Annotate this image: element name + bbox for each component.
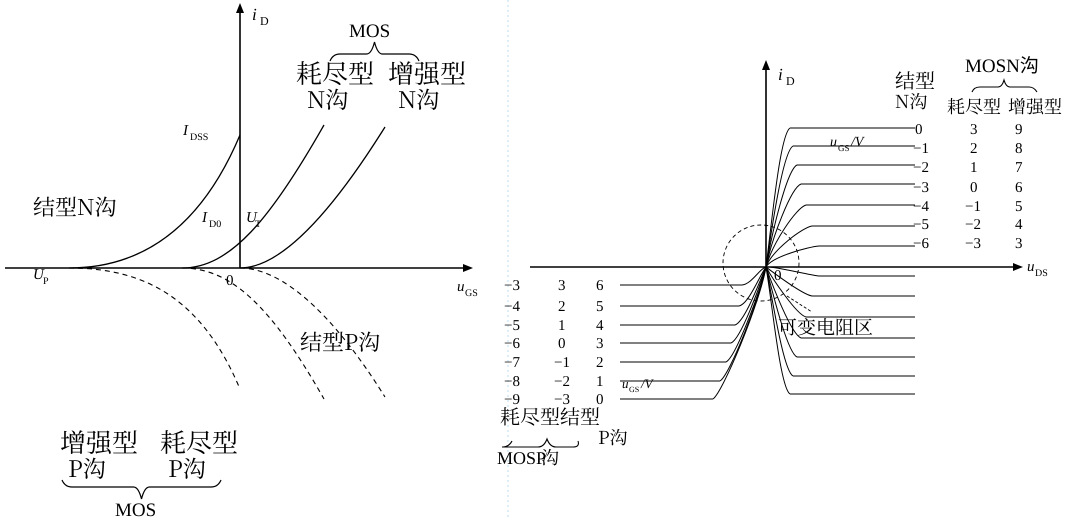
svg-text:7: 7 xyxy=(1015,160,1023,176)
svg-text:0: 0 xyxy=(970,180,978,196)
svg-text:1: 1 xyxy=(596,374,604,390)
svg-text:I: I xyxy=(182,123,189,139)
svg-text:3: 3 xyxy=(1015,236,1023,252)
svg-text:0: 0 xyxy=(915,122,923,138)
svg-text:8: 8 xyxy=(1015,141,1023,157)
svg-text:P沟: P沟 xyxy=(598,424,628,450)
svg-text:−3: −3 xyxy=(913,180,929,196)
svg-text:增强型: 增强型 xyxy=(1008,93,1062,119)
svg-text:u: u xyxy=(457,279,465,295)
svg-text:/V: /V xyxy=(640,376,655,391)
svg-text:−5: −5 xyxy=(913,217,929,233)
svg-text:3: 3 xyxy=(596,336,604,352)
svg-text:沟: 沟 xyxy=(541,444,559,470)
svg-text:DSS: DSS xyxy=(190,132,208,143)
svg-text:u: u xyxy=(622,376,629,391)
svg-text:N沟: N沟 xyxy=(398,82,439,115)
svg-text:1: 1 xyxy=(970,160,978,176)
svg-text:5: 5 xyxy=(596,299,604,315)
svg-text:I: I xyxy=(201,210,208,226)
svg-text:0: 0 xyxy=(558,336,566,352)
svg-text:4: 4 xyxy=(1015,217,1023,233)
svg-text:T: T xyxy=(255,219,261,230)
svg-text:−4: −4 xyxy=(504,299,520,315)
svg-text:−3: −3 xyxy=(965,236,981,252)
svg-text:−2: −2 xyxy=(554,374,570,390)
svg-text:GS: GS xyxy=(465,288,478,299)
svg-text:i: i xyxy=(252,5,257,24)
svg-text:6: 6 xyxy=(596,278,604,294)
svg-text:−2: −2 xyxy=(913,160,929,176)
svg-text:P沟: P沟 xyxy=(168,451,206,484)
svg-text:MOS: MOS xyxy=(115,500,156,518)
svg-text:1: 1 xyxy=(558,318,566,334)
svg-text:5: 5 xyxy=(1015,199,1023,215)
svg-text:−4: −4 xyxy=(913,199,929,215)
svg-text:D: D xyxy=(260,14,269,28)
svg-text:N沟: N沟 xyxy=(895,88,927,114)
svg-text:GS: GS xyxy=(629,385,639,394)
svg-text:−1: −1 xyxy=(554,355,570,371)
svg-text:−1: −1 xyxy=(965,199,981,215)
svg-text:0: 0 xyxy=(774,268,782,284)
svg-text:9: 9 xyxy=(1015,122,1023,138)
svg-text:/V: /V xyxy=(850,135,865,150)
svg-text:4: 4 xyxy=(596,318,604,334)
svg-text:DS: DS xyxy=(1035,268,1048,279)
svg-text:D: D xyxy=(786,74,795,88)
svg-text:−8: −8 xyxy=(504,374,520,390)
svg-text:−6: −6 xyxy=(504,336,520,352)
svg-text:MOSN沟: MOSN沟 xyxy=(965,56,1039,77)
svg-text:耗尽型结型: 耗尽型结型 xyxy=(500,401,600,430)
svg-text:−2: −2 xyxy=(965,217,981,233)
svg-text:2: 2 xyxy=(596,355,604,371)
svg-text:3: 3 xyxy=(970,122,978,138)
svg-text:u: u xyxy=(830,135,837,150)
svg-text:−5: −5 xyxy=(504,318,520,334)
svg-text:GS: GS xyxy=(838,143,850,153)
svg-text:可变电阻区: 可变电阻区 xyxy=(778,313,873,340)
svg-text:P沟: P沟 xyxy=(68,451,106,484)
svg-text:耗尽型: 耗尽型 xyxy=(947,93,1001,119)
svg-text:结型P沟: 结型P沟 xyxy=(300,326,380,357)
svg-text:MOS: MOS xyxy=(349,21,390,42)
svg-text:结型N沟: 结型N沟 xyxy=(33,191,117,222)
svg-text:MOSP: MOSP xyxy=(497,448,546,468)
svg-text:P: P xyxy=(43,276,49,287)
svg-text:−6: −6 xyxy=(913,236,929,252)
svg-text:−1: −1 xyxy=(913,141,929,157)
svg-text:D0: D0 xyxy=(209,219,221,230)
svg-text:N沟: N沟 xyxy=(307,82,348,115)
svg-text:u: u xyxy=(1027,259,1035,275)
svg-text:i: i xyxy=(778,65,783,84)
svg-text:−3: −3 xyxy=(504,278,520,294)
svg-text:2: 2 xyxy=(558,299,566,315)
svg-text:2: 2 xyxy=(970,141,978,157)
svg-text:−7: −7 xyxy=(504,355,520,371)
svg-text:6: 6 xyxy=(1015,180,1023,196)
svg-text:3: 3 xyxy=(558,278,566,294)
svg-text:0: 0 xyxy=(226,273,234,289)
